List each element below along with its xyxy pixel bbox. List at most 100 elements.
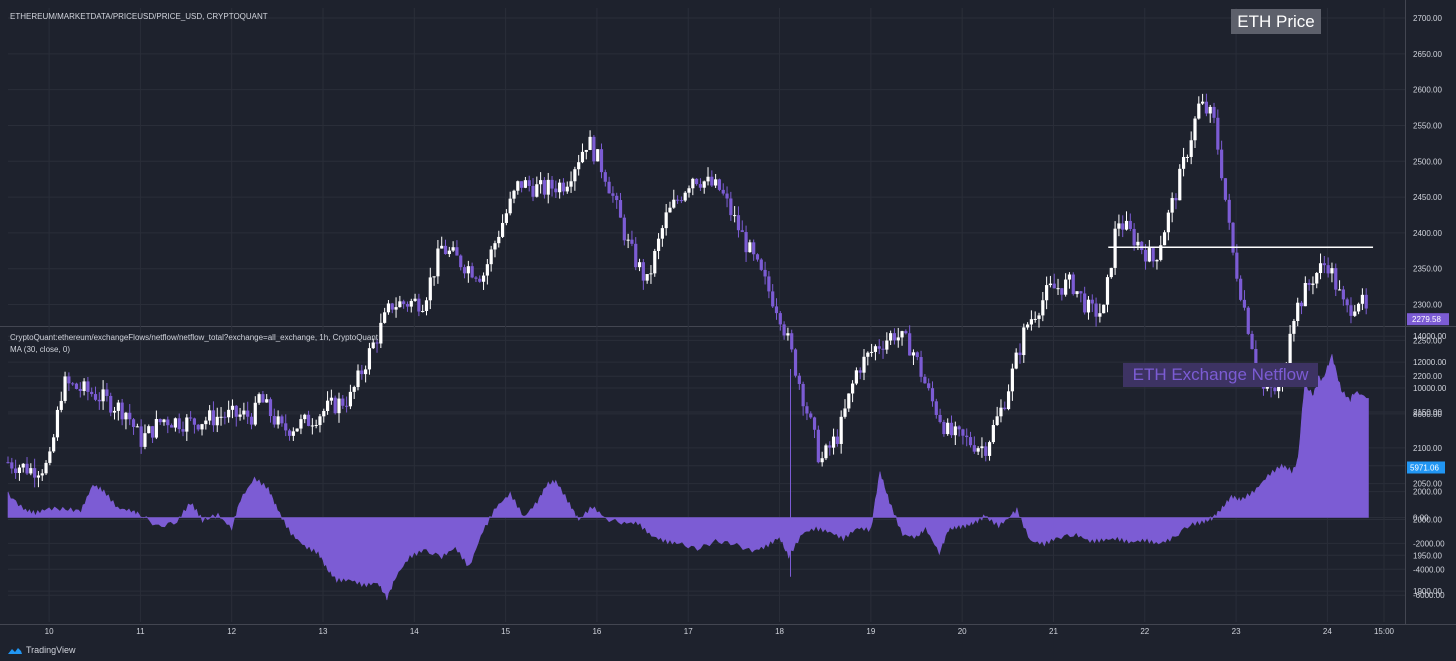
candle-body [219,416,223,418]
candle-body [1315,273,1319,284]
candle-body [744,231,748,253]
tradingview-logo[interactable]: TradingView [8,643,76,657]
time-axis: 10 11 12 13 14 15 16 17 18 19 20 21 22 23 24 15:00 [45,627,1395,636]
candle-body [767,276,771,292]
candle-body [1010,368,1014,392]
candle-body [59,400,63,410]
candle-body [74,383,79,389]
candle-body [641,262,645,281]
time-tick-label: 20 [958,627,967,636]
candle-body [52,437,56,452]
candle-body [242,410,246,415]
candle-body [847,393,851,409]
candle-body [44,462,48,474]
candle-body [691,178,695,189]
candle-body [622,217,626,241]
candle-body [1121,223,1125,230]
time-tick-label: 14 [410,627,419,636]
candle-body [253,402,257,425]
candle-body [759,259,763,270]
candle-body [1006,391,1011,410]
candle-body [162,419,166,423]
candle-body [1083,293,1087,313]
candle-body [33,468,37,478]
candle-body [10,462,14,469]
candle-body [1223,178,1228,200]
candle-body [436,248,440,277]
netflow-ma-label: MA (30, close, 0) [10,345,71,354]
candle-body [105,389,109,396]
candle-body [748,242,752,253]
candle-body [683,192,687,201]
candle-body [1174,198,1178,201]
candle-body [481,275,486,282]
candle-body [1326,265,1330,274]
price-tick-label: 2000.00 [1413,515,1442,524]
candle-body [801,383,805,407]
netflow-tick-label: -2000.00 [1413,539,1445,548]
candle-body [812,417,817,430]
candle-body [740,230,744,232]
candle-body [21,463,25,468]
candle-body [265,399,269,403]
candle-body [816,429,820,463]
candle-body [1029,319,1034,325]
time-tick-label: 13 [319,627,328,636]
price-axis: 2700.00 2650.00 2600.00 2550.00 2500.00 2450.… [1407,14,1449,596]
candle-body [86,381,90,392]
candle-body [763,269,767,277]
candle-body [333,397,337,414]
candle-body [1124,220,1129,230]
candle-body [417,298,421,312]
candle-body [1025,324,1030,328]
candle-body [234,405,238,417]
candle-body [291,431,295,436]
candle-body [588,136,592,151]
candle-body [1307,282,1311,285]
netflow-area [7,354,1369,601]
candle-body [1170,198,1174,213]
candle-body [474,277,478,279]
candle-body [367,348,372,370]
candle-body [630,239,634,244]
time-tick-label: 19 [866,627,875,636]
candle-body [626,239,630,241]
candle-body [1056,288,1060,290]
candle-body [786,333,790,336]
candle-body [109,395,113,413]
candle-body [322,410,326,417]
candle-body [360,370,364,375]
candle-body [664,212,668,229]
price-tick-label: 2550.00 [1413,121,1442,130]
candle-body [1337,289,1342,291]
candle-body [1216,117,1220,150]
candle-body [558,182,562,193]
candle-body [6,462,10,464]
candle-body [919,357,923,377]
candle-body [1356,303,1361,312]
candle-body [238,414,242,417]
candle-body [1018,352,1022,356]
candle-body [63,376,67,401]
candle-body [542,180,547,195]
candle-body [1143,249,1148,262]
candle-body [649,273,653,275]
candle-body [881,348,885,350]
candle-body [1204,101,1209,114]
candle-body [561,182,566,192]
candle-body [512,190,516,199]
candle-body [379,322,383,344]
candle-body [611,193,615,196]
candle-body [1067,274,1072,280]
netflow-source-label: CryptoQuant:ethereum/exchangeFlows/netfl… [10,333,379,342]
candle-body [820,458,824,463]
candle-body [459,255,463,268]
candle-body [268,399,273,417]
price-candles [6,93,1374,577]
candle-body [17,467,22,474]
candle-body [1239,278,1243,300]
candle-body [596,149,600,162]
candle-body [318,416,322,426]
candle-body [352,387,356,392]
candle-body [1353,311,1357,316]
